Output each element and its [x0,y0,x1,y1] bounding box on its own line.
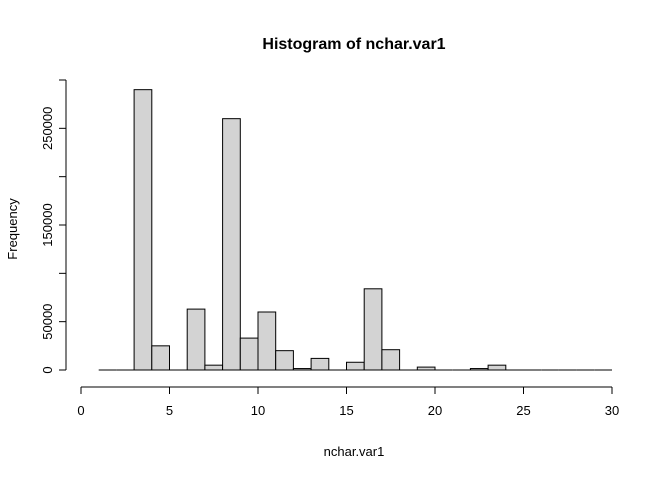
y-axis: 0 50000 150000 250000 [40,79,67,374]
histogram-bar [133,89,153,371]
histogram-bar [381,349,401,371]
y-tick-label: 50000 [40,304,55,340]
x-axis-title: nchar.var1 [324,444,385,459]
y-tick-label: 150000 [40,203,55,246]
x-tick-label: 15 [339,403,353,418]
histogram-bar [487,364,507,371]
histogram-bar [151,345,171,371]
histogram-bar [222,118,241,371]
x-tick-label: 10 [251,403,265,418]
x-tick-label: 5 [166,403,173,418]
x-tick-label: 30 [605,403,619,418]
chart-title: Histogram of nchar.var1 [262,36,445,53]
histogram-bar [186,308,206,371]
histogram-bar [346,361,365,371]
bars-group [98,89,612,371]
histogram-bar [239,337,259,371]
y-axis-title: Frequency [5,198,20,260]
x-tick-label: 20 [428,403,442,418]
x-tick-label: 25 [516,403,530,418]
histogram-bar [469,368,489,371]
y-tick-label: 250000 [40,107,55,150]
histogram-bar [204,364,224,371]
histogram-bar [310,357,330,371]
histogram-bar [275,350,294,371]
y-tick-label: 0 [40,366,55,373]
histogram-bar [257,311,277,371]
histogram-bar [416,366,436,371]
x-tick-label: 0 [77,403,84,418]
histogram-bar [292,368,312,371]
x-axis: 0 5 10 15 20 25 30 [77,386,619,418]
histogram-bar [363,288,383,371]
